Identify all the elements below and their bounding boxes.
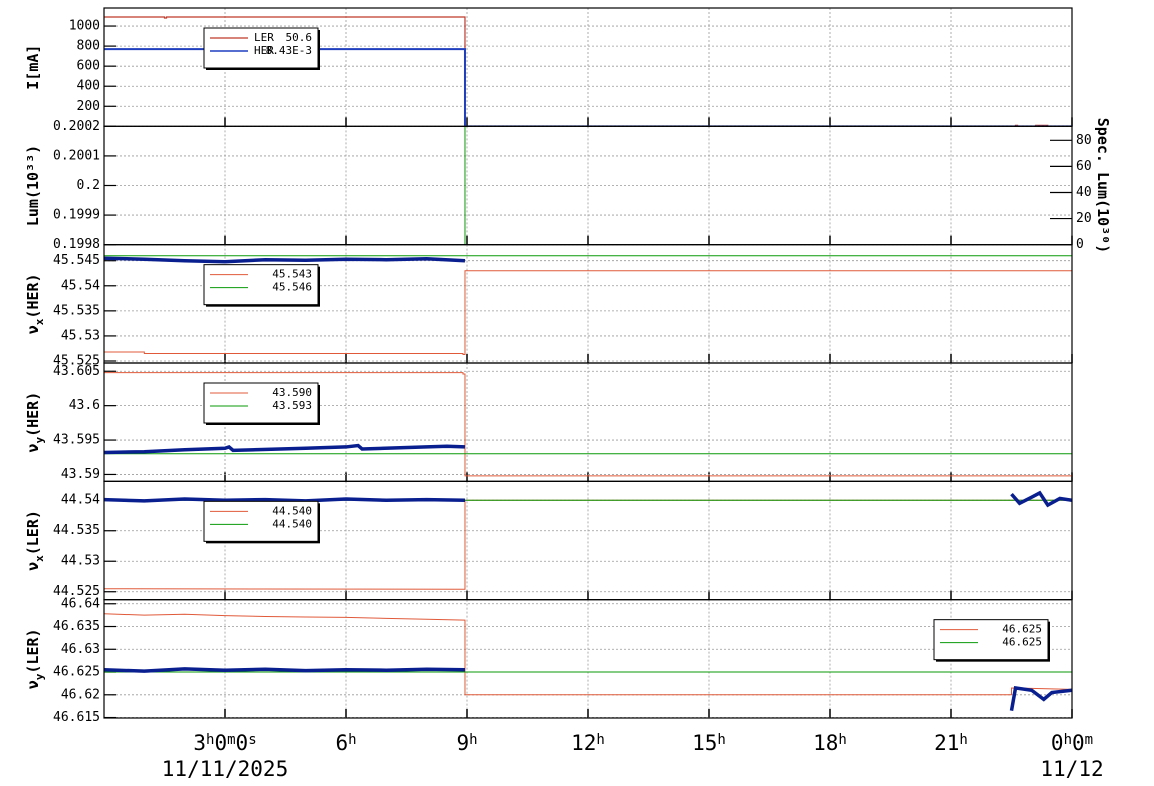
y-tick-label: 46.64 [61, 596, 100, 611]
date-label: 11/12 [1040, 757, 1103, 781]
panel: 44.525 44.53 44.535 44.54 νx(LER) 44.54044.54… [24, 480, 1073, 601]
y2-tick-label: 0 [1076, 237, 1084, 252]
legend-value: 46.625 [1002, 636, 1042, 649]
panel: 46.615 46.62 46.625 46.63 46.635 46.64 νy(LER)… [24, 596, 1073, 725]
y-tick-label: 0.1999 [53, 208, 100, 223]
y-tick-label: 600 [77, 59, 100, 74]
y-axis-label: Lum(10³³) [24, 145, 42, 226]
y-tick-label: 0.1998 [53, 237, 100, 252]
x-tick-label: 9h [456, 731, 477, 755]
y2-tick-label: 20 [1076, 211, 1092, 226]
y-axis-label: νy(LER) [24, 628, 46, 689]
y-tick-label: 44.535 [53, 523, 100, 538]
y-tick-label: 45.535 [53, 303, 100, 318]
y-tick-label: 45.525 [53, 353, 100, 368]
series-line [104, 256, 466, 264]
legend-value: 45.546 [272, 281, 312, 294]
y-tick-label: 46.615 [53, 710, 100, 725]
y-tick-label: 43.59 [61, 467, 100, 482]
legend-box [203, 264, 319, 306]
y-tick-label: 46.635 [53, 619, 100, 634]
y-tick-label: 44.525 [53, 584, 100, 599]
x-tick-label: 18h [813, 731, 847, 755]
y-tick-label: 400 [77, 79, 100, 94]
y-tick-label: 45.545 [53, 253, 100, 268]
y-tick-label: 43.6 [69, 398, 100, 413]
y-tick-label: 45.54 [61, 278, 100, 293]
series-line [104, 372, 1072, 477]
legend-name: LER [254, 31, 274, 44]
y-tick-label: 200 [77, 99, 100, 114]
x-tick-label: 6h [335, 731, 356, 755]
y-tick-label: 44.53 [61, 554, 100, 569]
series-line [104, 613, 1072, 696]
x-tick-label: 0h0m [1051, 731, 1093, 755]
y2-tick-label: 40 [1076, 185, 1092, 200]
y-axis-label: I[mA] [24, 45, 42, 90]
y2-tick-label: 80 [1076, 133, 1092, 148]
legend-value: 43.593 [272, 399, 312, 412]
y-tick-label: 46.63 [61, 642, 100, 657]
y-tick-label: 1000 [69, 19, 100, 34]
legend-name: HER [254, 44, 274, 57]
y-tick-label: 0.2002 [53, 119, 100, 134]
panel: 45.525 45.53 45.535 45.54 45.545 νx(HER) 45.54… [24, 244, 1073, 368]
x-tick-label: 21h [934, 731, 968, 755]
series-line [104, 490, 1072, 508]
y-axis-label: νx(LER) [24, 510, 46, 571]
legend-value: 45.543 [272, 268, 312, 281]
y2-tick-label: 60 [1076, 159, 1092, 174]
legend-box [203, 382, 319, 424]
panel: 0.1998 0.1999 0.2 0.2001 0.2002 0 20 40 60 80 Spec… [24, 118, 1112, 253]
y-tick-label: 800 [77, 39, 100, 54]
y-tick-label: 43.595 [53, 433, 100, 448]
legend-value: 46.625 [1002, 623, 1042, 636]
y-tick-label: 0.2 [77, 178, 100, 193]
series-line [104, 270, 1072, 355]
y-tick-label: 45.53 [61, 328, 100, 343]
x-tick-label: 12h [571, 731, 605, 755]
x-tick-label: 15h [692, 731, 726, 755]
y-axis-label: νx(HER) [24, 273, 46, 334]
legend-box [933, 619, 1049, 661]
legend-value: 8.43E-3 [266, 44, 312, 57]
y-tick-label: 46.625 [53, 665, 100, 680]
y-tick-label: 46.62 [61, 687, 100, 702]
series-line [104, 667, 1072, 712]
y-tick-label: 0.2001 [53, 148, 100, 163]
series-line [104, 443, 466, 455]
panel-frame [103, 599, 1073, 719]
y-axis-label: νy(HER) [24, 392, 46, 453]
legend-box [203, 500, 319, 542]
y-tick-label: 43.605 [53, 364, 100, 379]
legend-box [203, 27, 319, 69]
x-tick-label: 3h0m0s [193, 731, 256, 755]
legend-value: 43.590 [272, 386, 312, 399]
y-tick-label: 44.54 [61, 493, 100, 508]
y2-axis-label: Spec. Lum(10³⁰) [1094, 118, 1112, 253]
legend-value: 50.6 [286, 31, 313, 44]
date-label: 11/11/2025 [162, 757, 288, 781]
legend-value: 44.540 [272, 517, 312, 530]
legend-value: 44.540 [272, 504, 312, 517]
